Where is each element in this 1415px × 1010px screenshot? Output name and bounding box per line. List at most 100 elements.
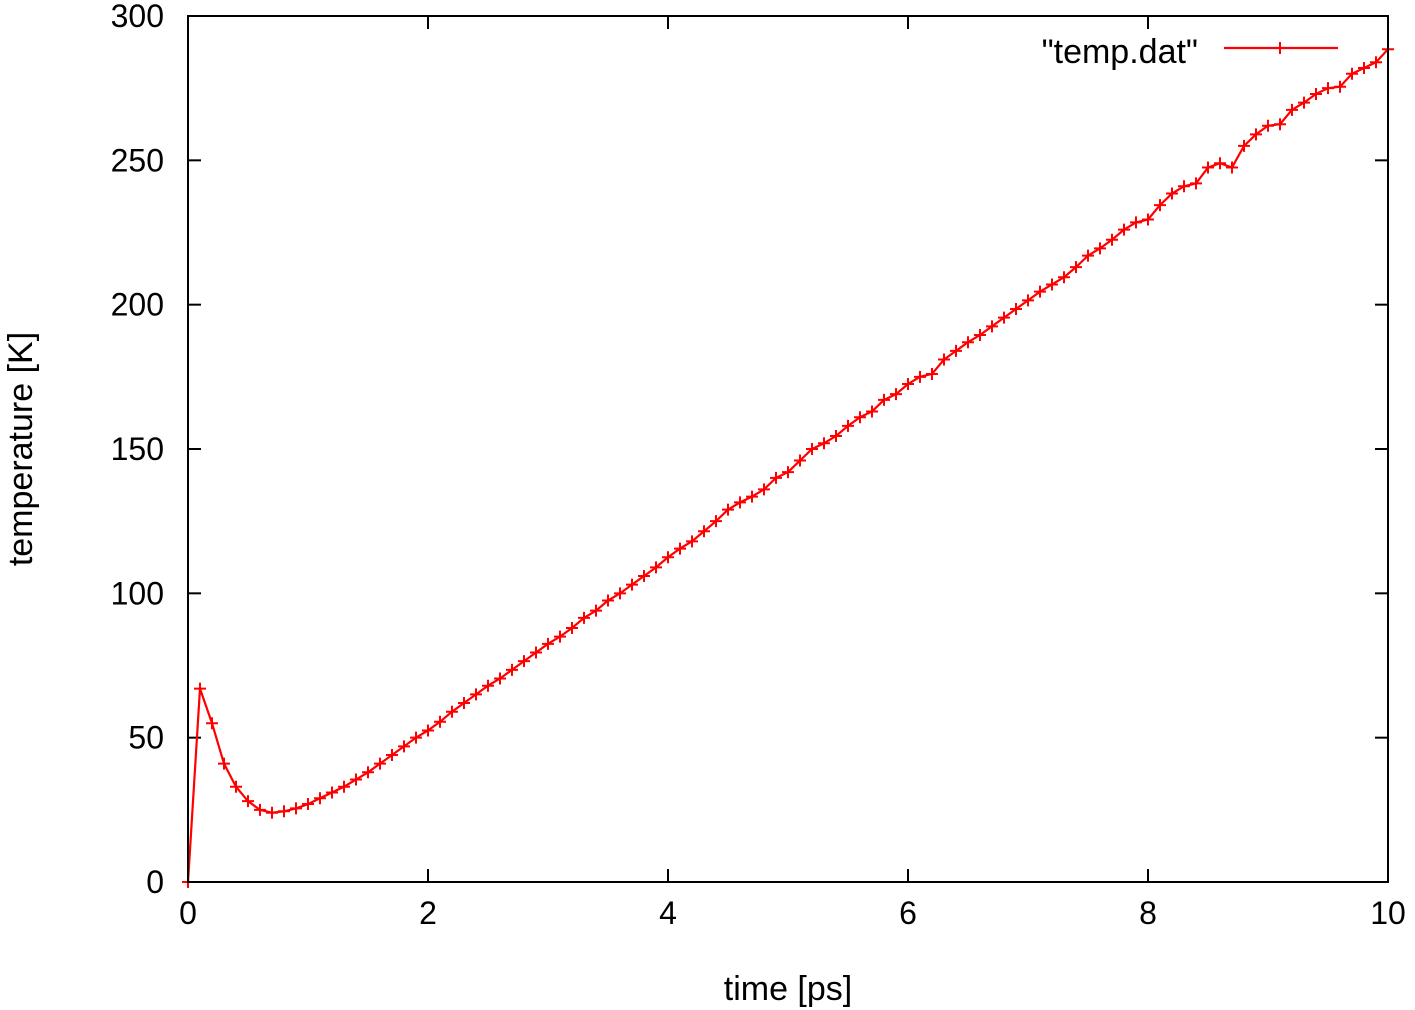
data-point-marker xyxy=(722,503,734,516)
data-point-marker xyxy=(782,466,794,479)
data-point-marker xyxy=(662,551,674,564)
data-point-marker xyxy=(554,630,566,643)
data-point-marker xyxy=(1262,119,1274,132)
data-point-marker xyxy=(362,766,374,779)
x-tick-label: 0 xyxy=(179,895,197,931)
data-point-marker xyxy=(770,471,782,484)
data-point-marker xyxy=(374,757,386,770)
data-point-marker xyxy=(1166,187,1178,200)
data-point-marker xyxy=(590,604,602,617)
data-point-marker xyxy=(902,378,914,391)
data-point-marker xyxy=(698,525,710,538)
data-point-marker xyxy=(458,697,470,710)
data-point-marker xyxy=(1310,87,1322,100)
x-tick-label: 8 xyxy=(1139,895,1157,931)
data-point-marker xyxy=(266,806,278,819)
data-point-marker xyxy=(1334,80,1346,93)
data-point-marker xyxy=(1190,177,1202,190)
data-point-marker xyxy=(890,388,902,401)
data-point-marker xyxy=(194,682,206,695)
data-point-marker xyxy=(758,483,770,496)
data-point-marker xyxy=(1358,61,1370,74)
data-point-marker xyxy=(974,328,986,341)
data-point-marker xyxy=(1106,233,1118,246)
data-point-marker xyxy=(278,805,290,818)
data-point-marker xyxy=(1046,278,1058,291)
data-point-marker xyxy=(230,780,242,793)
data-point-marker xyxy=(1022,294,1034,307)
y-tick-label: 50 xyxy=(128,720,164,756)
data-point-marker xyxy=(302,798,314,811)
data-point-marker xyxy=(218,757,230,770)
x-axis-label: time [ps] xyxy=(724,970,852,1008)
data-point-marker xyxy=(422,724,434,737)
data-point-marker xyxy=(494,672,506,685)
legend-label: "temp.dat" xyxy=(1042,33,1198,71)
data-point-marker xyxy=(674,542,686,555)
data-point-marker xyxy=(398,740,410,753)
data-point-marker xyxy=(614,587,626,600)
data-point-marker xyxy=(1130,216,1142,229)
data-point-marker xyxy=(1094,242,1106,255)
y-axis-label: temperature [K] xyxy=(2,332,40,566)
data-point-marker xyxy=(842,419,854,432)
data-point-marker xyxy=(446,705,458,718)
data-point-marker xyxy=(482,679,494,692)
data-point-marker xyxy=(338,780,350,793)
data-point-marker xyxy=(734,496,746,509)
data-point-marker xyxy=(602,594,614,607)
y-tick-label: 0 xyxy=(146,864,164,900)
data-point-marker xyxy=(206,717,218,730)
data-point-marker xyxy=(998,311,1010,324)
data-point-marker xyxy=(518,655,530,668)
data-point-markers xyxy=(182,43,1394,888)
data-point-marker xyxy=(830,430,842,443)
data-point-marker xyxy=(578,611,590,624)
data-point-marker xyxy=(1214,157,1226,170)
data-point-marker xyxy=(938,353,950,366)
data-point-marker xyxy=(242,795,254,808)
data-point-marker xyxy=(1202,161,1214,174)
data-point-marker xyxy=(1034,285,1046,298)
data-point-marker xyxy=(866,405,878,418)
legend: "temp.dat" xyxy=(1042,33,1338,71)
data-point-marker xyxy=(626,578,638,591)
data-point-marker xyxy=(1082,249,1094,262)
data-point-marker xyxy=(746,490,758,503)
data-point-marker xyxy=(254,803,266,816)
data-point-marker xyxy=(854,411,866,424)
data-point-marker xyxy=(1286,103,1298,116)
data-point-marker xyxy=(314,792,326,805)
y-tick-label: 200 xyxy=(111,287,164,323)
x-tick-labels: 0 2 4 6 8 10 xyxy=(179,895,1406,931)
tick-marks xyxy=(187,15,1389,883)
y-tick-labels: 0 50 100 150 200 250 300 xyxy=(111,0,164,900)
data-point-marker xyxy=(566,621,578,634)
data-point-marker xyxy=(1250,128,1262,141)
data-point-marker xyxy=(638,570,650,583)
plot-frame xyxy=(187,15,1389,883)
data-point-marker xyxy=(1298,96,1310,109)
data-point-marker xyxy=(1238,139,1250,152)
data-point-marker xyxy=(926,367,938,380)
y-tick-label: 150 xyxy=(111,431,164,467)
data-point-marker xyxy=(962,336,974,349)
data-point-marker xyxy=(506,663,518,676)
data-point-marker xyxy=(818,437,830,450)
data-point-marker xyxy=(386,748,398,761)
data-point-marker xyxy=(794,454,806,467)
data-point-marker xyxy=(470,688,482,701)
y-tick-label: 100 xyxy=(111,575,164,611)
data-point-marker xyxy=(434,715,446,728)
data-point-marker xyxy=(1274,118,1286,131)
data-point-marker xyxy=(542,637,554,650)
data-point-marker xyxy=(914,370,926,383)
data-point-marker xyxy=(986,320,998,333)
y-tick-label: 300 xyxy=(111,0,164,34)
data-point-marker xyxy=(326,786,338,799)
x-tick-label: 2 xyxy=(419,895,437,931)
data-point-marker xyxy=(650,561,662,574)
temperature-series-line xyxy=(186,48,1389,883)
data-point-marker xyxy=(1322,82,1334,95)
